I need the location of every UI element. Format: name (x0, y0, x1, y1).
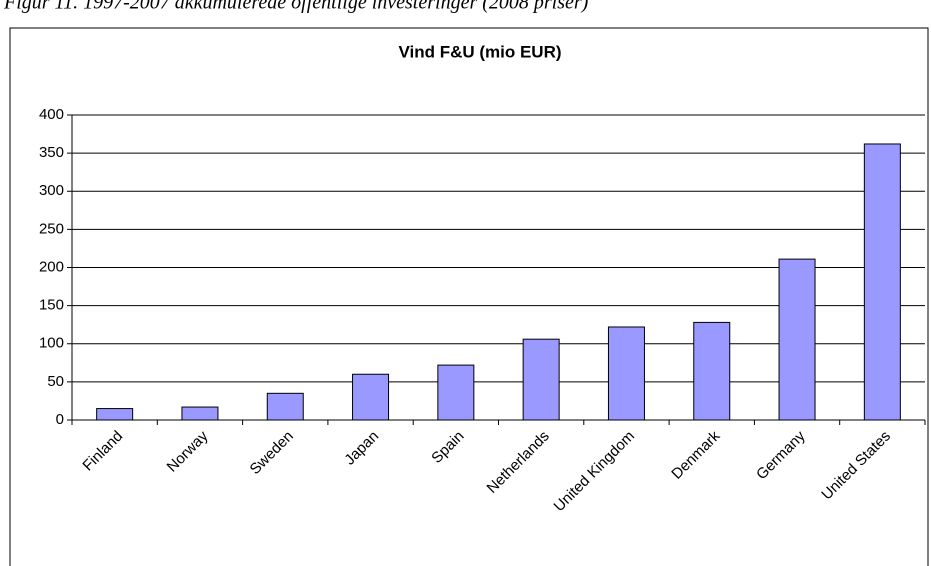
y-tick-label: 0 (56, 411, 64, 428)
y-tick-label: 250 (39, 220, 64, 237)
y-tick-label: 200 (39, 258, 64, 275)
bar (266, 392, 304, 421)
bar (778, 258, 816, 421)
bar (437, 364, 475, 421)
bar (352, 373, 390, 421)
y-tick-label: 150 (39, 297, 64, 314)
bar (607, 326, 645, 421)
y-tick-label: 50 (47, 373, 64, 390)
bar (522, 338, 560, 421)
y-tick-label: 300 (39, 182, 64, 199)
y-tick-label: 350 (39, 144, 64, 161)
chart-title: Vind F&U (mio EUR) (398, 42, 561, 61)
bar (693, 321, 731, 421)
bar (181, 406, 219, 421)
bar (863, 143, 901, 421)
y-tick-label: 400 (39, 106, 64, 123)
chart-frame (9, 27, 929, 566)
caption: Figur 11. 1997-2007 akkumulerede offentl… (3, 0, 589, 14)
bar (96, 408, 134, 421)
y-tick-label: 100 (39, 335, 64, 352)
